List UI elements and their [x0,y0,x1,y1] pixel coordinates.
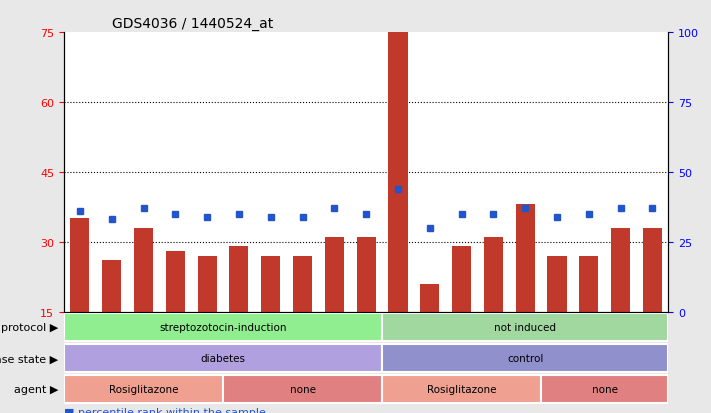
Bar [547,256,567,312]
FancyBboxPatch shape [64,313,382,341]
FancyBboxPatch shape [64,375,223,403]
Bar [70,219,90,312]
Bar [325,237,344,312]
FancyBboxPatch shape [382,344,668,372]
Text: diabetes: diabetes [201,353,245,363]
Bar [261,256,280,312]
FancyBboxPatch shape [382,375,541,403]
Text: control: control [507,353,543,363]
Bar [388,33,407,312]
Bar [515,205,535,312]
FancyBboxPatch shape [223,375,382,403]
Bar [611,228,630,312]
Text: not induced: not induced [494,322,556,332]
Text: protocol ▶: protocol ▶ [1,322,58,332]
FancyBboxPatch shape [64,344,382,372]
Bar [166,252,185,312]
Bar [357,237,375,312]
Bar [230,247,248,312]
FancyBboxPatch shape [382,313,668,341]
Bar [293,256,312,312]
Text: disease state ▶: disease state ▶ [0,353,58,363]
Text: Rosiglitazone: Rosiglitazone [427,384,496,394]
Bar [579,256,599,312]
Bar [484,237,503,312]
Text: agent ▶: agent ▶ [14,384,58,394]
Bar [643,228,662,312]
Bar [134,228,153,312]
Text: ■ percentile rank within the sample: ■ percentile rank within the sample [64,407,266,413]
Bar [198,256,217,312]
Text: GDS4036 / 1440524_at: GDS4036 / 1440524_at [112,17,274,31]
Text: Rosiglitazone: Rosiglitazone [109,384,178,394]
Bar [102,261,122,312]
Text: streptozotocin-induction: streptozotocin-induction [159,322,287,332]
Bar [420,284,439,312]
Text: ■ count: ■ count [64,373,109,384]
Text: none: none [592,384,618,394]
FancyBboxPatch shape [541,375,668,403]
Bar [452,247,471,312]
Text: none: none [289,384,316,394]
